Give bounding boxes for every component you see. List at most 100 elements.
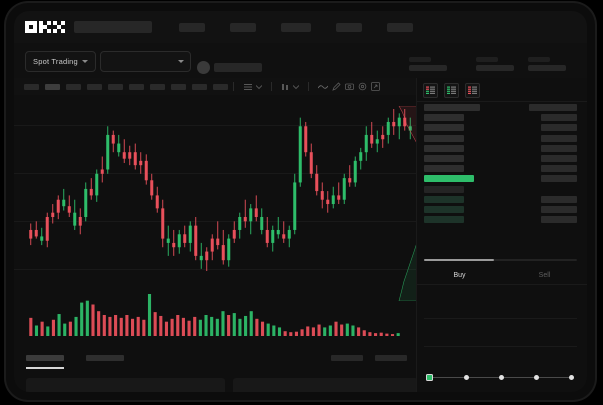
timeframe-button-4[interactable]	[87, 83, 102, 90]
orderbook-price-cell	[424, 216, 464, 224]
orderbook-ask-row-1[interactable]	[417, 104, 587, 113]
orderbook-ask-row-5[interactable]	[417, 144, 587, 154]
orderbook-price-cell	[424, 104, 480, 111]
bottom-action-1[interactable]	[331, 355, 363, 361]
slider-stop-25[interactable]	[464, 375, 469, 380]
nav-item-3[interactable]	[281, 22, 311, 32]
stat-value	[528, 65, 566, 71]
order-form-row-2[interactable]	[424, 346, 577, 347]
spot-trading-mode-button[interactable]: Spot Trading	[25, 51, 96, 72]
nav-item-1[interactable]	[179, 22, 205, 32]
chart-type-dropdown-icon[interactable]	[293, 84, 299, 90]
orderbook-bids-icon[interactable]	[444, 83, 459, 98]
orderbook-asks-icon[interactable]	[465, 83, 480, 98]
nav-item-4[interactable]	[336, 22, 362, 32]
bottom-card-2[interactable]	[233, 378, 418, 392]
slider-stop-75[interactable]	[534, 375, 539, 380]
tab-order-history[interactable]	[86, 355, 124, 361]
pencil-icon[interactable]	[332, 82, 341, 91]
indicators-icon[interactable]	[244, 83, 252, 91]
camera-icon[interactable]	[345, 82, 354, 91]
bottom-action-2[interactable]	[375, 355, 407, 361]
slider-stop-100[interactable]	[569, 375, 574, 380]
orderbook-scrollbar-thumb[interactable]	[424, 259, 494, 261]
orderbook-bid-row-2[interactable]	[417, 195, 587, 205]
timeframe-button-7[interactable]	[150, 83, 165, 90]
toolbar-divider	[308, 82, 309, 91]
fullscreen-icon[interactable]	[371, 82, 380, 91]
orderbook-size-cell	[541, 134, 577, 142]
orderbook-price-cell	[424, 195, 464, 203]
orderbook-scrollbar-track[interactable]	[424, 259, 577, 261]
orderbook-size-cell	[541, 155, 577, 162]
timeframe-button-6[interactable]	[129, 83, 144, 90]
timeframe-button-3[interactable]	[66, 83, 81, 90]
orderbook-bid-row-3[interactable]	[417, 206, 587, 215]
orderbook-bid-row-1[interactable]	[417, 185, 587, 195]
okx-logo-icon[interactable]	[25, 21, 65, 33]
orderbook-price-cell	[424, 175, 474, 183]
nav-item-2[interactable]	[230, 22, 256, 32]
orderbook-price-cell	[424, 124, 464, 132]
chart-type-icon[interactable]	[281, 83, 289, 91]
nav-item-5[interactable]	[387, 22, 413, 32]
coin-avatar-icon	[197, 61, 210, 74]
orderbook-size-cell	[541, 124, 577, 132]
stat-value	[409, 65, 447, 71]
tab-sell[interactable]: Sell	[538, 272, 551, 279]
orderbook-size-cell	[541, 175, 577, 183]
chart-toolbar	[14, 78, 417, 95]
orderbook-size-cell	[541, 165, 577, 173]
app-screen: Spot Trading	[14, 11, 587, 392]
orderbook-ask-row-6[interactable]	[417, 155, 587, 164]
timeframe-button-5[interactable]	[108, 83, 123, 90]
orderbook-price-cell	[424, 134, 464, 142]
line-tool-icon[interactable]	[318, 83, 328, 91]
stat-label	[528, 57, 550, 62]
spot-trading-label: Spot Trading	[33, 57, 78, 66]
orderbook-size-cell	[541, 114, 577, 122]
nav-items	[179, 22, 413, 32]
orderbook-view-toggles	[423, 83, 480, 98]
orders-bottom-panel	[14, 348, 418, 392]
bottom-card-1[interactable]	[26, 378, 225, 392]
tab-buy[interactable]: Buy	[453, 272, 466, 279]
stat-block-2	[476, 57, 514, 71]
orderbook-size-cell	[529, 104, 577, 111]
stat-block-3	[528, 57, 566, 71]
top-navigation-bar	[14, 11, 587, 43]
trading-pair-select[interactable]	[100, 51, 191, 72]
stat-block-1	[409, 57, 447, 71]
orderbook-ask-row-4[interactable]	[417, 134, 587, 144]
search-input[interactable]	[74, 21, 152, 33]
order-form-row-1[interactable]	[424, 318, 577, 319]
orderbook-ask-row-2[interactable]	[417, 114, 587, 123]
timeframe-button-9[interactable]	[192, 83, 207, 90]
timeframe-button-1[interactable]	[24, 83, 39, 90]
pair-name-label	[214, 63, 262, 72]
tab-open-orders[interactable]	[26, 355, 64, 361]
timeframe-button-2[interactable]	[45, 83, 60, 90]
chevron-down-icon	[178, 60, 184, 63]
orderbook-spread-row[interactable]	[417, 175, 587, 184]
slider-handle[interactable]	[426, 374, 433, 381]
orderbook-both-icon[interactable]	[423, 83, 438, 98]
orderbook-price-cell	[424, 155, 464, 162]
orderbook-size-cell	[541, 195, 577, 203]
percent-slider[interactable]	[426, 374, 575, 381]
candlestick-chart	[29, 109, 412, 271]
orderbook-ask-row-7[interactable]	[417, 165, 587, 174]
orderbook-rows	[417, 104, 587, 256]
price-chart-area[interactable]	[14, 95, 417, 348]
orderbook-ask-row-3[interactable]	[417, 124, 587, 133]
indicator-dropdown-icon[interactable]	[256, 84, 262, 90]
settings-gear-icon[interactable]	[358, 82, 367, 91]
orderbook-price-cell	[424, 165, 464, 173]
timeframe-button-8[interactable]	[171, 83, 186, 90]
orderbook-bid-row-4[interactable]	[417, 216, 587, 225]
orderbook-price-cell	[424, 114, 464, 122]
slider-stop-50[interactable]	[499, 375, 504, 380]
orderbook-price-cell	[424, 144, 464, 152]
volume-chart	[29, 294, 400, 336]
timeframe-button-10[interactable]	[213, 83, 228, 90]
